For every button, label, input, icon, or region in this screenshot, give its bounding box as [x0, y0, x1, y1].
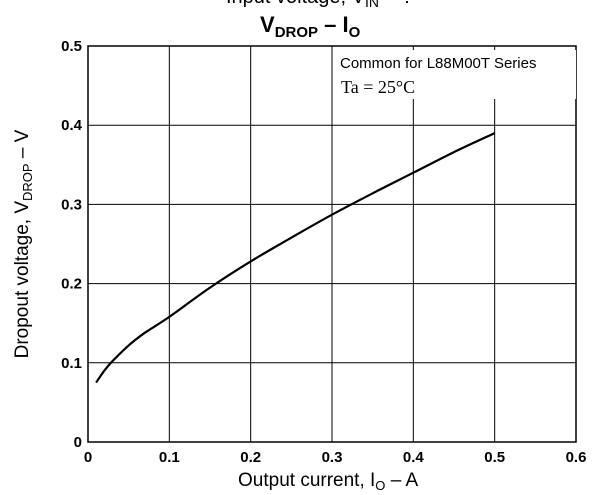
chart-title: VDROP – IO	[260, 12, 361, 41]
x-tick-label: 0.1	[159, 449, 180, 466]
y-tick-label: 0	[74, 434, 82, 451]
x-tick-label: 0.3	[322, 449, 343, 466]
chart-partial-title: Input voltage, VIN = ?	[226, 0, 413, 10]
y-tick-label: 0.3	[61, 196, 82, 213]
annotation-temperature: Ta = 25°C	[341, 77, 415, 97]
y-tick-label: 0.1	[61, 355, 82, 372]
grid	[88, 46, 576, 442]
annotation-background	[333, 50, 576, 99]
x-axis-label: Output current, IO – A	[238, 470, 418, 493]
x-tick-label: 0.2	[240, 449, 261, 466]
y-tick-label: 0.2	[61, 276, 82, 293]
y-tick-label: 0.5	[61, 38, 82, 55]
x-tick-label: 0.4	[403, 449, 425, 466]
series-line-0	[95, 132, 496, 384]
y-axis-label: Dropout voltage, VDROP – V	[12, 129, 35, 358]
annotation-series: Common for L88M00T Series	[340, 55, 536, 72]
series-layer	[95, 132, 496, 384]
y-tick-label: 0.4	[61, 117, 83, 134]
x-tick-label: 0.5	[484, 449, 505, 466]
x-tick-label: 0.6	[566, 449, 587, 466]
x-tick-label: 0	[84, 449, 92, 466]
tick-labels: 0 0.1 0.2 0.3 0.4 0.5 0.6 0 0.1 0.2 0.3 0.4 0.5	[61, 38, 586, 466]
